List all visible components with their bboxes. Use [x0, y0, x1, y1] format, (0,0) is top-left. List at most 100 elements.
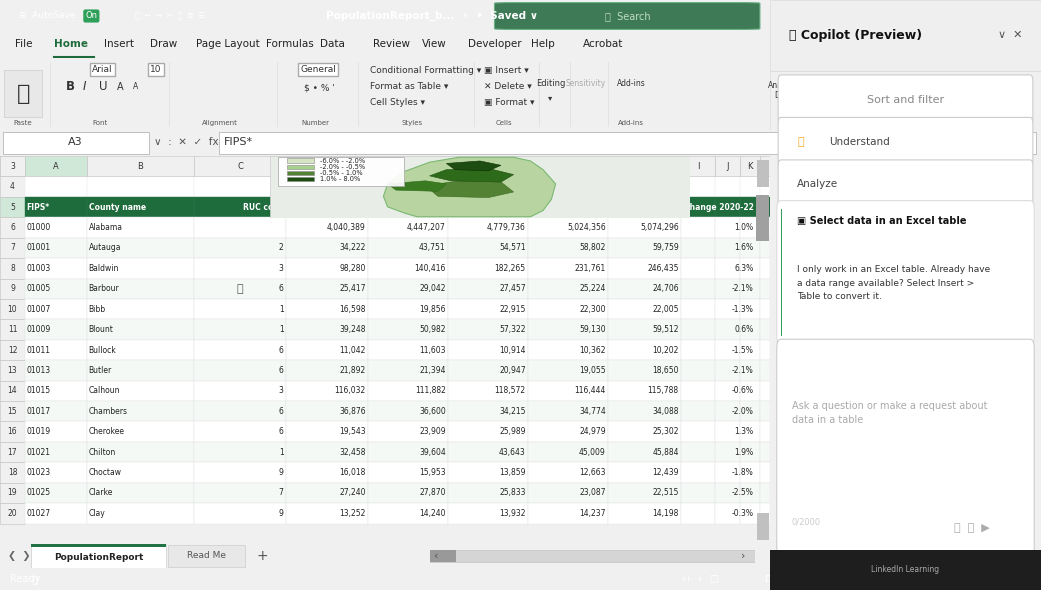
Text: -2.5%: -2.5% [732, 489, 754, 497]
Bar [608, 217, 681, 238]
Bar [369, 299, 448, 319]
Text: Calhoun: Calhoun [88, 386, 120, 395]
Bar [287, 177, 314, 181]
Bar [369, 197, 448, 217]
Polygon shape [383, 158, 556, 217]
Text: 10,914: 10,914 [500, 346, 526, 355]
Bar [681, 340, 715, 360]
Bar [87, 156, 194, 176]
Text: K: K [747, 162, 753, 171]
Bar [760, 401, 770, 421]
Text: 231,761: 231,761 [575, 264, 606, 273]
Text: Bibb: Bibb [88, 304, 106, 314]
Text: 10,202: 10,202 [653, 346, 679, 355]
Bar [681, 278, 715, 299]
Bar [430, 550, 755, 562]
Bar [286, 217, 369, 238]
Bar [286, 401, 369, 421]
Text: Home: Home [54, 39, 87, 49]
Bar [287, 158, 314, 163]
Text: 📋: 📋 [26, 574, 39, 584]
Bar [528, 258, 608, 278]
Bar [25, 217, 87, 238]
Text: 💾  ↩  ↪  ✂  ⧉  ≣  ☰: 💾 ↩ ↪ ✂ ⧉ ≣ ☰ [135, 11, 205, 21]
Bar [715, 217, 740, 238]
Text: D: D [324, 162, 330, 171]
Bar [430, 550, 456, 562]
Bar [286, 381, 369, 401]
Text: Chilton: Chilton [88, 448, 116, 457]
Bar [0, 319, 25, 340]
Bar [0, 217, 25, 238]
Bar [0, 197, 25, 217]
Text: 9: 9 [279, 509, 284, 518]
Text: 13,932: 13,932 [500, 509, 526, 518]
Text: Sort and filter: Sort and filter [867, 95, 944, 104]
Text: 34,088: 34,088 [653, 407, 679, 416]
Bar [608, 503, 681, 523]
Text: 12: 12 [7, 346, 18, 355]
Bar [715, 503, 740, 523]
FancyBboxPatch shape [494, 2, 760, 30]
Text: Copilot: Copilot [816, 86, 843, 95]
Bar [715, 278, 740, 299]
Text: Conditional Formatting ▾: Conditional Formatting ▾ [370, 67, 481, 76]
Text: 11: 11 [7, 325, 18, 334]
Bar [760, 421, 770, 442]
Text: 7: 7 [10, 244, 15, 253]
Bar [770, 0, 1041, 71]
Text: A: A [132, 82, 137, 91]
Bar [528, 421, 608, 442]
Bar [194, 401, 286, 421]
Text: 25,224: 25,224 [579, 284, 606, 293]
Text: ❮  ❯: ❮ ❯ [7, 551, 30, 561]
Bar [715, 401, 740, 421]
Bar [448, 217, 528, 238]
Text: E: E [405, 162, 410, 171]
Text: Pop. 2020: Pop. 2020 [563, 202, 607, 212]
Bar [528, 319, 608, 340]
Text: Font: Font [93, 120, 107, 126]
Bar [369, 442, 448, 463]
Bar [715, 319, 740, 340]
Text: 59,512: 59,512 [653, 325, 679, 334]
Text: 24,979: 24,979 [579, 427, 606, 436]
Bar [608, 258, 681, 278]
Text: -0.6%: -0.6% [732, 386, 754, 395]
Text: 21,892: 21,892 [339, 366, 365, 375]
Text: 3: 3 [279, 386, 284, 395]
Bar [715, 156, 740, 176]
Text: 43,751: 43,751 [420, 244, 446, 253]
Text: 1.0%: 1.0% [734, 223, 754, 232]
Bar [740, 278, 760, 299]
Bar [760, 463, 770, 483]
Text: -1.8%: -1.8% [732, 468, 754, 477]
Bar [25, 442, 87, 463]
Bar [681, 217, 715, 238]
Bar [25, 463, 87, 483]
Bar [757, 513, 768, 540]
Bar [168, 545, 245, 567]
Text: Developer: Developer [468, 39, 522, 49]
Bar [194, 360, 286, 381]
Bar [528, 156, 608, 176]
Text: Display Settings: Display Settings [765, 575, 839, 584]
Bar [740, 217, 760, 238]
Bar [25, 503, 87, 523]
Bar [528, 463, 608, 483]
Bar [87, 463, 194, 483]
Text: Page Layout: Page Layout [197, 39, 260, 49]
Text: Cherokee: Cherokee [88, 427, 125, 436]
Bar [740, 421, 760, 442]
Text: Butler: Butler [88, 366, 111, 375]
Text: 5,074,296: 5,074,296 [640, 223, 679, 232]
Text: County name: County name [88, 202, 146, 212]
Text: View: View [422, 39, 447, 49]
Bar [528, 278, 608, 299]
Text: 18,650: 18,650 [653, 366, 679, 375]
Text: Clay: Clay [88, 509, 105, 518]
Bar [608, 319, 681, 340]
Bar [194, 503, 286, 523]
Bar [715, 483, 740, 503]
Text: ⭢: ⭢ [236, 284, 244, 294]
